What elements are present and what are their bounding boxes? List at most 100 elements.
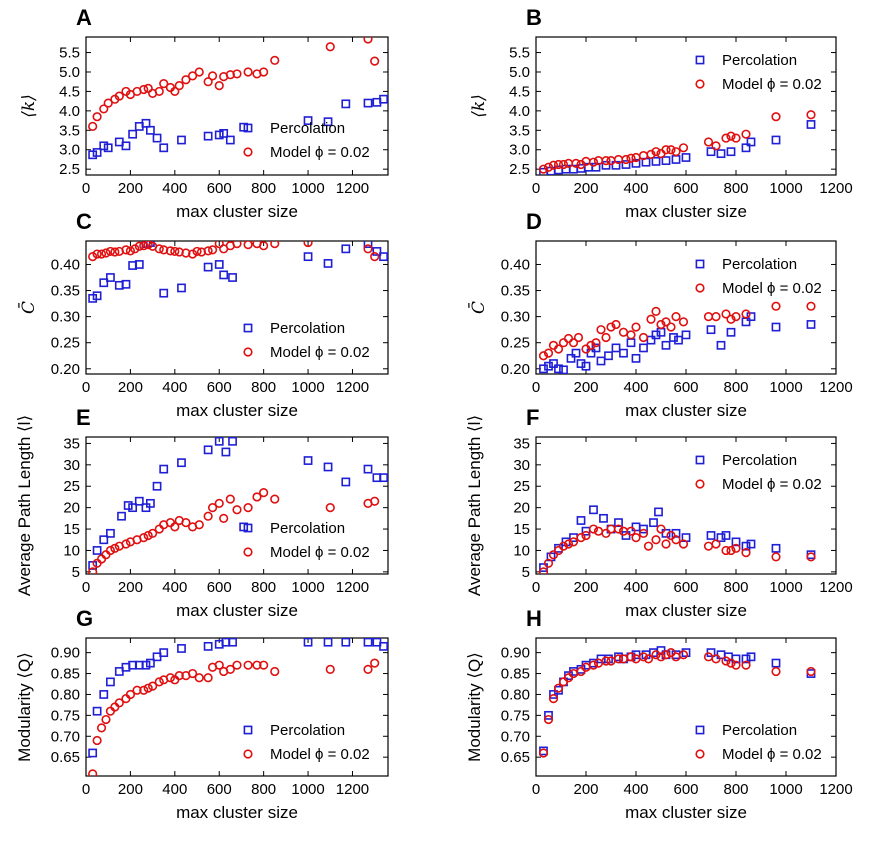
model-point-25 [703,541,714,551]
model-point-27 [711,312,721,322]
percolation-point-16 [225,135,235,145]
y-tick-label: 25 [513,478,530,495]
percolation-point-12 [177,135,186,145]
legend-marker-model [695,283,705,293]
x-axis-label: max cluster size [176,803,298,822]
percolation-point-21 [746,137,756,147]
model-point-25 [225,494,235,504]
percolation-point-5 [123,501,133,510]
data-points [538,505,816,574]
panel-f: F 0 200 400 600 800 1000 1200 5 10 15 20 25 30 35 max c… [465,405,853,620]
model-point-4 [558,677,569,687]
data-points [538,110,816,175]
model-point-25 [703,137,714,147]
percolation-point-1 [544,710,553,720]
x-tick-label: 400 [162,379,187,396]
model-point-18 [643,541,654,551]
panel-letter-h: H [526,606,542,631]
y-tick-label: 0.70 [501,728,530,745]
x-tick-label: 400 [623,379,648,396]
percolation-point-3 [106,273,115,282]
x-tick-label: 1200 [819,379,852,396]
percolation-point-21 [661,340,671,350]
model-point-23 [671,535,681,545]
percolation-point-18 [646,335,656,345]
percolation-point-8 [581,361,591,371]
model-point-4 [558,541,569,551]
model-point-29 [270,55,280,65]
model-point-12 [143,241,153,250]
model-point-33 [806,301,816,311]
model-point-30 [270,666,280,677]
model-point-19 [651,650,661,660]
y-tick-label: 10 [63,542,80,559]
x-tick-label: 1200 [336,180,369,197]
y-tick-label: 0.85 [501,666,530,683]
y-axis-label: ⟨k⟩ [19,94,39,118]
model-point-33 [303,241,313,248]
x-tick-label: 0 [82,781,90,798]
model-point-24 [225,70,235,80]
percolation-point-8 [141,660,151,670]
x-tick-label: 0 [532,379,540,396]
model-point-5 [563,539,574,549]
y-tick-label: 0.90 [501,645,530,662]
model-point-15 [626,652,636,662]
x-tick-label: 0 [82,579,90,596]
y-tick-label: 0.75 [501,707,530,724]
percolation-point-18 [303,116,313,125]
legend-marker-percolation [243,323,253,333]
legend: Percolation Model ϕ = 0.02 [243,120,370,161]
model-point-0 [88,567,98,574]
percolation-point-20 [372,247,382,256]
model-point-0 [538,567,549,574]
legend-marker-percolation [695,259,705,269]
plot-frame [85,436,389,575]
model-point-18 [646,149,656,159]
percolation-point-15 [671,155,681,164]
y-tick-label: 0.35 [51,283,80,300]
percolation-point-19 [363,241,373,249]
model-point-28 [726,545,736,556]
y-tick-label: 5.0 [509,64,530,81]
percolation-point-8 [141,118,151,128]
x-tick-label: 200 [573,379,598,396]
model-point-4 [558,338,569,348]
model-point-31 [771,552,781,562]
x-tick-label: 800 [723,379,748,396]
model-point-2 [99,104,109,114]
model-point-31 [363,37,373,44]
model-point-11 [139,241,149,251]
model-point-20 [651,306,661,317]
model-point-2 [96,723,107,733]
legend-marker-percolation [243,123,253,133]
legend-label-percolation: Percolation [270,520,345,537]
percolation-point-3 [106,528,115,538]
model-point-24 [219,513,229,523]
legend: Percolation Model ϕ = 0.02 [695,452,822,493]
model-point-10 [139,685,149,695]
model-point-21 [207,71,218,81]
x-tick-label: 800 [251,180,276,197]
model-point-17 [170,246,180,257]
model-point-28 [259,67,269,77]
percolation-point-17 [706,147,716,157]
model-point-8 [125,246,136,256]
x-tick-label: 1000 [291,579,324,596]
legend-label-model: Model ϕ = 0.02 [270,144,370,161]
percolation-point-21 [379,252,388,262]
percolation-point-0 [539,364,548,374]
y-tick-label: 5 [72,564,80,581]
percolation-point-24 [681,330,691,340]
model-point-6 [568,537,579,547]
model-point-10 [143,83,153,93]
model-point-21 [661,145,671,155]
y-tick-label: 2.5 [59,161,80,178]
data-points [88,638,388,776]
model-point-1 [92,558,102,568]
percolation-point-4 [559,365,568,374]
plot-frame [85,36,389,176]
panel-g: G 0 200 400 600 800 1000 1200 0.65 0.70 0.75 0.80 0.… [15,606,389,822]
percolation-point-30 [771,322,781,332]
